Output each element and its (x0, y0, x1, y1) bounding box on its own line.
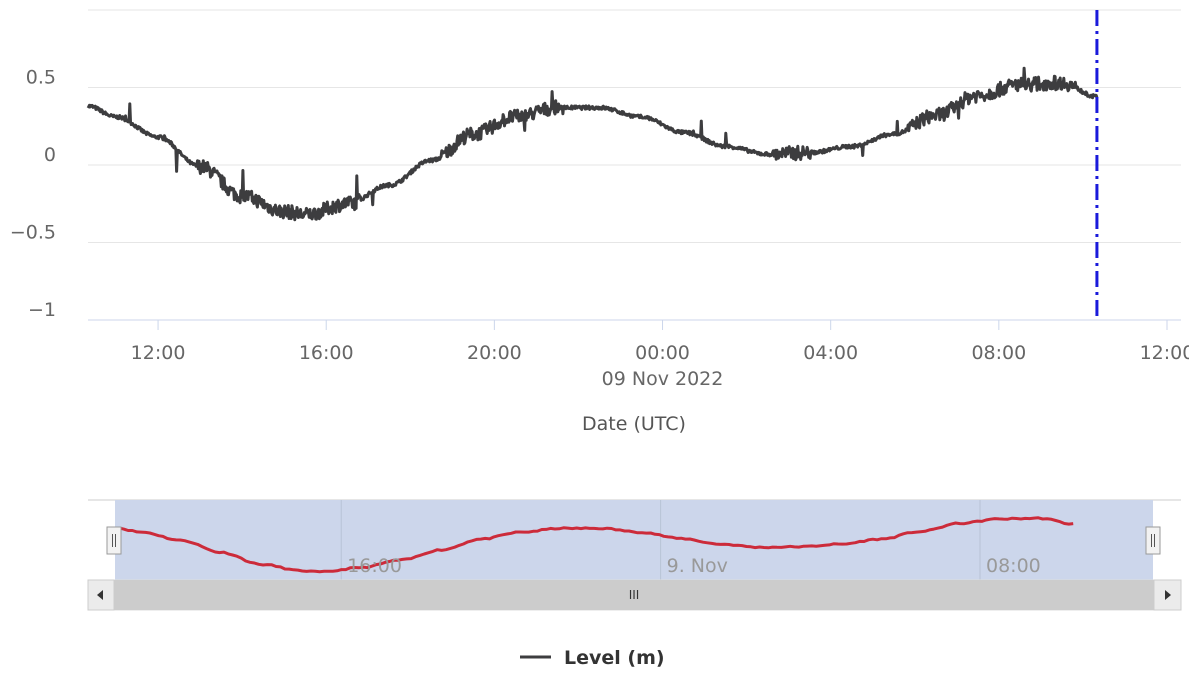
scrollbar-thumb[interactable] (114, 580, 1154, 610)
y-tick-label: −1 (28, 299, 56, 321)
x-tick-label: 08:00 (971, 342, 1026, 364)
x-tick-label: 04:00 (803, 342, 858, 364)
x-tick-label: 20:00 (467, 342, 522, 364)
level-series[interactable] (86, 66, 1099, 222)
legend-label[interactable]: Level (m) (564, 647, 665, 669)
navigator-series (114, 516, 1074, 574)
navigator-label: 16:00 (347, 555, 402, 577)
y-tick-label: 0 (44, 144, 56, 166)
y-tick-label: −0.5 (10, 222, 56, 244)
x-axis-ticks: 12:00 16:00 20:00 00:00 09 Nov 2022 04:00 08:0… (131, 320, 1189, 390)
chevron-left-icon (97, 590, 103, 600)
chevron-right-icon (1165, 590, 1171, 600)
y-axis-labels: 0.5 0 −0.5 −1 (10, 67, 56, 322)
legend[interactable]: Level (m) (520, 647, 665, 669)
x-tick-label: 00:00 (635, 342, 690, 364)
navigator-series-line (114, 516, 1074, 574)
x-axis-title: Date (UTC) (582, 413, 686, 435)
x-tick-label: 12:00 (1140, 342, 1189, 364)
x-tick-label: 16:00 (299, 342, 354, 364)
navigator-labels: 16:00 9. Nov 08:00 (347, 555, 1041, 577)
navigator-handle-left[interactable] (106, 526, 122, 555)
x-tick-label: 12:00 (131, 342, 186, 364)
navigator-label: 9. Nov (667, 555, 728, 577)
grid-lines (88, 9, 1181, 321)
navigator-label: 08:00 (986, 555, 1041, 577)
main-plot: 0.5 0 −0.5 −1 12:00 16:00 20:00 00:00 09 Nov 20… (10, 9, 1189, 435)
scrollbar[interactable]: III (87, 579, 1182, 611)
x-tick-sublabel: 09 Nov 2022 (602, 368, 724, 390)
scrollbar-grip: III (629, 588, 640, 602)
level-series-line[interactable] (86, 66, 1099, 222)
y-tick-label: 0.5 (26, 67, 56, 89)
navigator[interactable]: 16:00 9. Nov 08:00 (88, 499, 1181, 580)
navigator-handle-right[interactable] (1145, 526, 1161, 555)
navigator-grid (340, 500, 981, 580)
